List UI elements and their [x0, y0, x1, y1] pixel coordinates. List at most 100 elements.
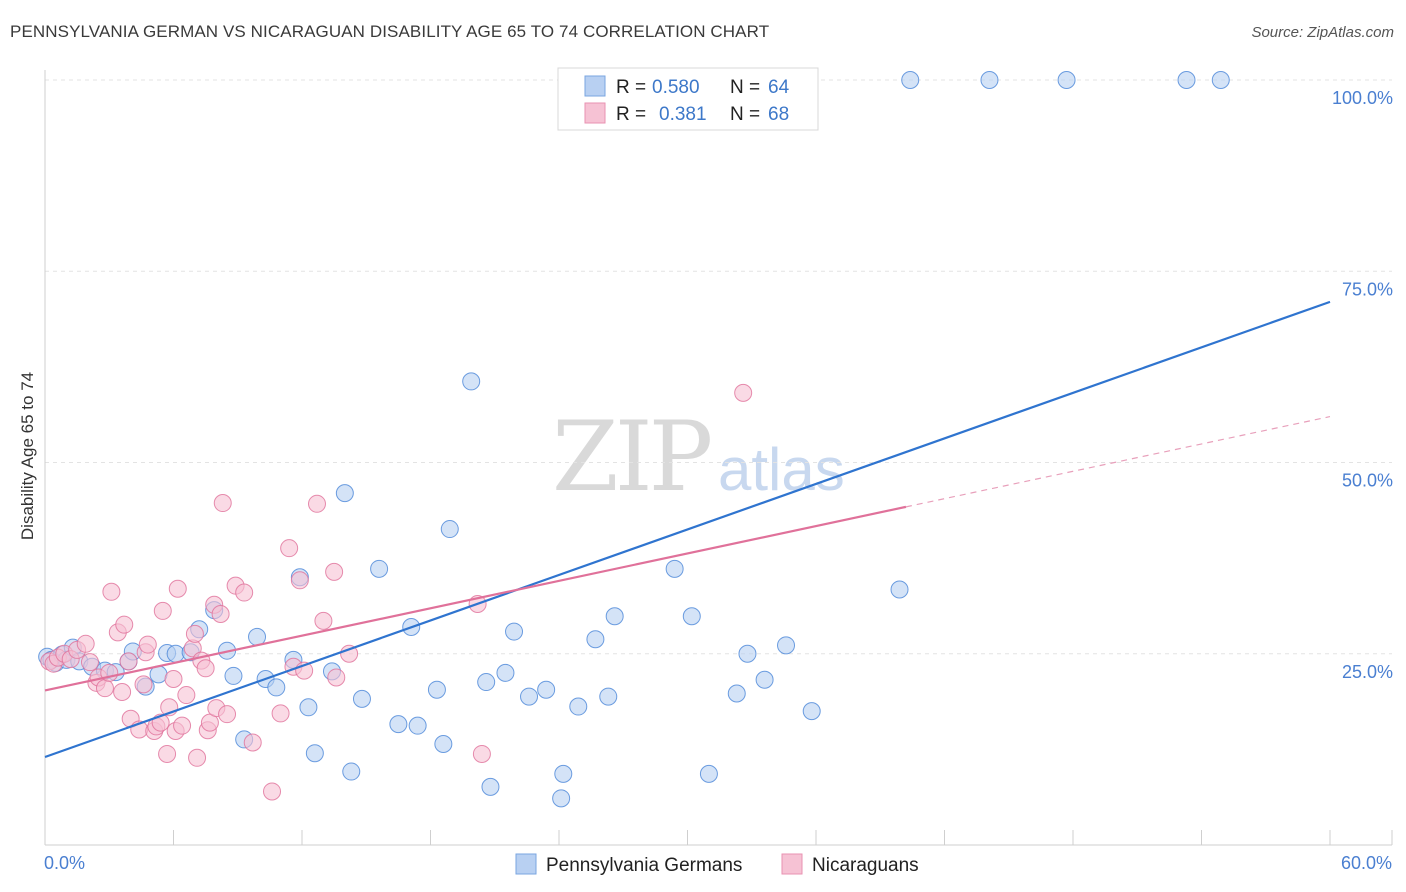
- x-tick-label-max: 60.0%: [1341, 853, 1392, 873]
- bottom-legend-swatch-nicaraguan: [781, 853, 803, 875]
- stats-legend: R = 0.580 N = 64 R = 0.381 N = 68: [557, 67, 819, 131]
- point-nicaraguan-35: [188, 748, 207, 767]
- point-pennsylvania-63: [980, 71, 999, 89]
- point-pennsylvania-42: [481, 777, 500, 796]
- y-tick-label-75: 75.0%: [1342, 279, 1393, 299]
- x-tick-label-min: 0.0%: [44, 853, 85, 873]
- point-nicaraguan-26: [158, 744, 177, 763]
- point-pennsylvania-40: [462, 372, 481, 391]
- point-nicaraguan-19: [134, 675, 153, 694]
- point-nicaraguan-30: [168, 579, 187, 598]
- point-pennsylvania-65: [1177, 71, 1196, 89]
- trend-line-pennsylvania: [44, 300, 1331, 759]
- point-pennsylvania-61: [890, 580, 909, 599]
- point-nicaraguan-43: [213, 494, 232, 513]
- point-pennsylvania-20: [224, 666, 243, 685]
- point-pennsylvania-64: [1057, 71, 1076, 89]
- point-nicaraguan-10: [95, 679, 114, 698]
- point-nicaraguan-61: [734, 383, 753, 402]
- point-nicaraguan-55: [314, 611, 333, 630]
- y-tick-labels: 25.0% 50.0% 75.0% 100.0%: [1332, 88, 1393, 682]
- point-pennsylvania-59: [777, 636, 796, 655]
- legend-n-label-1: N =: [730, 77, 760, 98]
- point-pennsylvania-43: [496, 663, 515, 682]
- point-pennsylvania-47: [554, 764, 573, 783]
- watermark-zip: ZIP: [552, 401, 711, 513]
- trend-line-nicaraguan: [44, 505, 907, 692]
- point-nicaraguan-42: [211, 604, 230, 623]
- point-pennsylvania-45: [520, 687, 539, 706]
- point-nicaraguan-32: [177, 686, 196, 705]
- gridlines: [45, 79, 1392, 655]
- chart-title: PENNSYLVANIA GERMAN VS NICARAGUAN DISABI…: [10, 22, 770, 41]
- point-pennsylvania-53: [665, 559, 684, 578]
- point-pennsylvania-36: [408, 716, 427, 735]
- point-nicaraguan-25: [153, 601, 172, 620]
- legend-r-label-1: R =: [616, 77, 646, 98]
- y-axis-label: Disability Age 65 to 74: [18, 372, 37, 540]
- y-tick-label-100: 100.0%: [1332, 88, 1393, 108]
- point-nicaraguan-7: [80, 653, 99, 672]
- point-nicaraguan-34: [185, 624, 204, 643]
- point-nicaraguan-46: [235, 583, 254, 602]
- point-pennsylvania-55: [699, 764, 718, 783]
- point-nicaraguan-58: [340, 644, 359, 663]
- point-pennsylvania-27: [299, 698, 318, 717]
- point-pennsylvania-24: [267, 678, 286, 697]
- point-nicaraguan-44: [218, 705, 237, 724]
- trend-lines: [44, 300, 1331, 759]
- point-nicaraguan-12: [102, 582, 121, 601]
- point-pennsylvania-57: [738, 644, 757, 663]
- bottom-legend-swatch-pennsylvania: [515, 853, 537, 875]
- point-pennsylvania-66: [1211, 71, 1230, 89]
- point-pennsylvania-54: [682, 607, 701, 626]
- point-pennsylvania-30: [335, 484, 354, 503]
- point-pennsylvania-34: [389, 715, 408, 734]
- point-nicaraguan-56: [325, 562, 344, 581]
- point-pennsylvania-28: [305, 744, 324, 763]
- point-nicaraguan-21: [138, 635, 157, 654]
- point-pennsylvania-32: [352, 689, 371, 708]
- axes: [44, 70, 1392, 846]
- point-pennsylvania-58: [755, 670, 774, 689]
- point-pennsylvania-49: [569, 697, 588, 716]
- legend-swatch-nicaraguan: [584, 102, 606, 124]
- point-nicaraguan-14: [113, 683, 132, 701]
- point-pennsylvania-50: [586, 630, 605, 649]
- y-tick-label-50: 50.0%: [1342, 471, 1393, 491]
- point-nicaraguan-15: [115, 615, 134, 634]
- point-pennsylvania-44: [505, 622, 524, 641]
- point-pennsylvania-51: [599, 687, 618, 706]
- point-nicaraguan-28: [164, 669, 183, 688]
- legend-r-value-1: 0.580: [652, 77, 700, 98]
- point-nicaraguan-51: [290, 571, 309, 590]
- watermark-atlas: atlas: [718, 436, 845, 503]
- point-nicaraguan-54: [307, 494, 326, 513]
- point-pennsylvania-56: [727, 684, 746, 703]
- point-nicaraguan-31: [173, 716, 192, 735]
- point-nicaraguan-48: [263, 782, 282, 801]
- bottom-legend-label-nicaraguan: Nicaraguans: [812, 855, 919, 876]
- point-nicaraguan-6: [76, 634, 95, 653]
- point-pennsylvania-39: [440, 520, 459, 539]
- y-tick-label-25: 25.0%: [1342, 662, 1393, 682]
- series-legend: Pennsylvania Germans Nicaraguans: [515, 853, 919, 876]
- bottom-legend-label-pennsylvania: Pennsylvania Germans: [546, 855, 742, 876]
- source-label: Source: ZipAtlas.com: [1251, 24, 1394, 41]
- legend-n-value-1: 64: [768, 77, 790, 98]
- point-pennsylvania-15: [166, 644, 185, 663]
- point-nicaraguan-37: [196, 659, 215, 678]
- point-nicaraguan-50: [280, 539, 299, 558]
- point-pennsylvania-38: [434, 735, 453, 754]
- point-nicaraguan-49: [271, 704, 290, 723]
- legend-r-value-2: 0.381: [659, 104, 707, 125]
- point-pennsylvania-41: [477, 673, 496, 692]
- x-ticks: [44, 830, 1393, 845]
- legend-n-label-2: N =: [730, 104, 760, 125]
- point-nicaraguan-60: [472, 744, 491, 763]
- legend-n-value-2: 68: [768, 104, 789, 125]
- point-pennsylvania-52: [605, 607, 624, 626]
- legend-swatch-pennsylvania: [584, 75, 606, 97]
- point-pennsylvania-37: [427, 680, 446, 699]
